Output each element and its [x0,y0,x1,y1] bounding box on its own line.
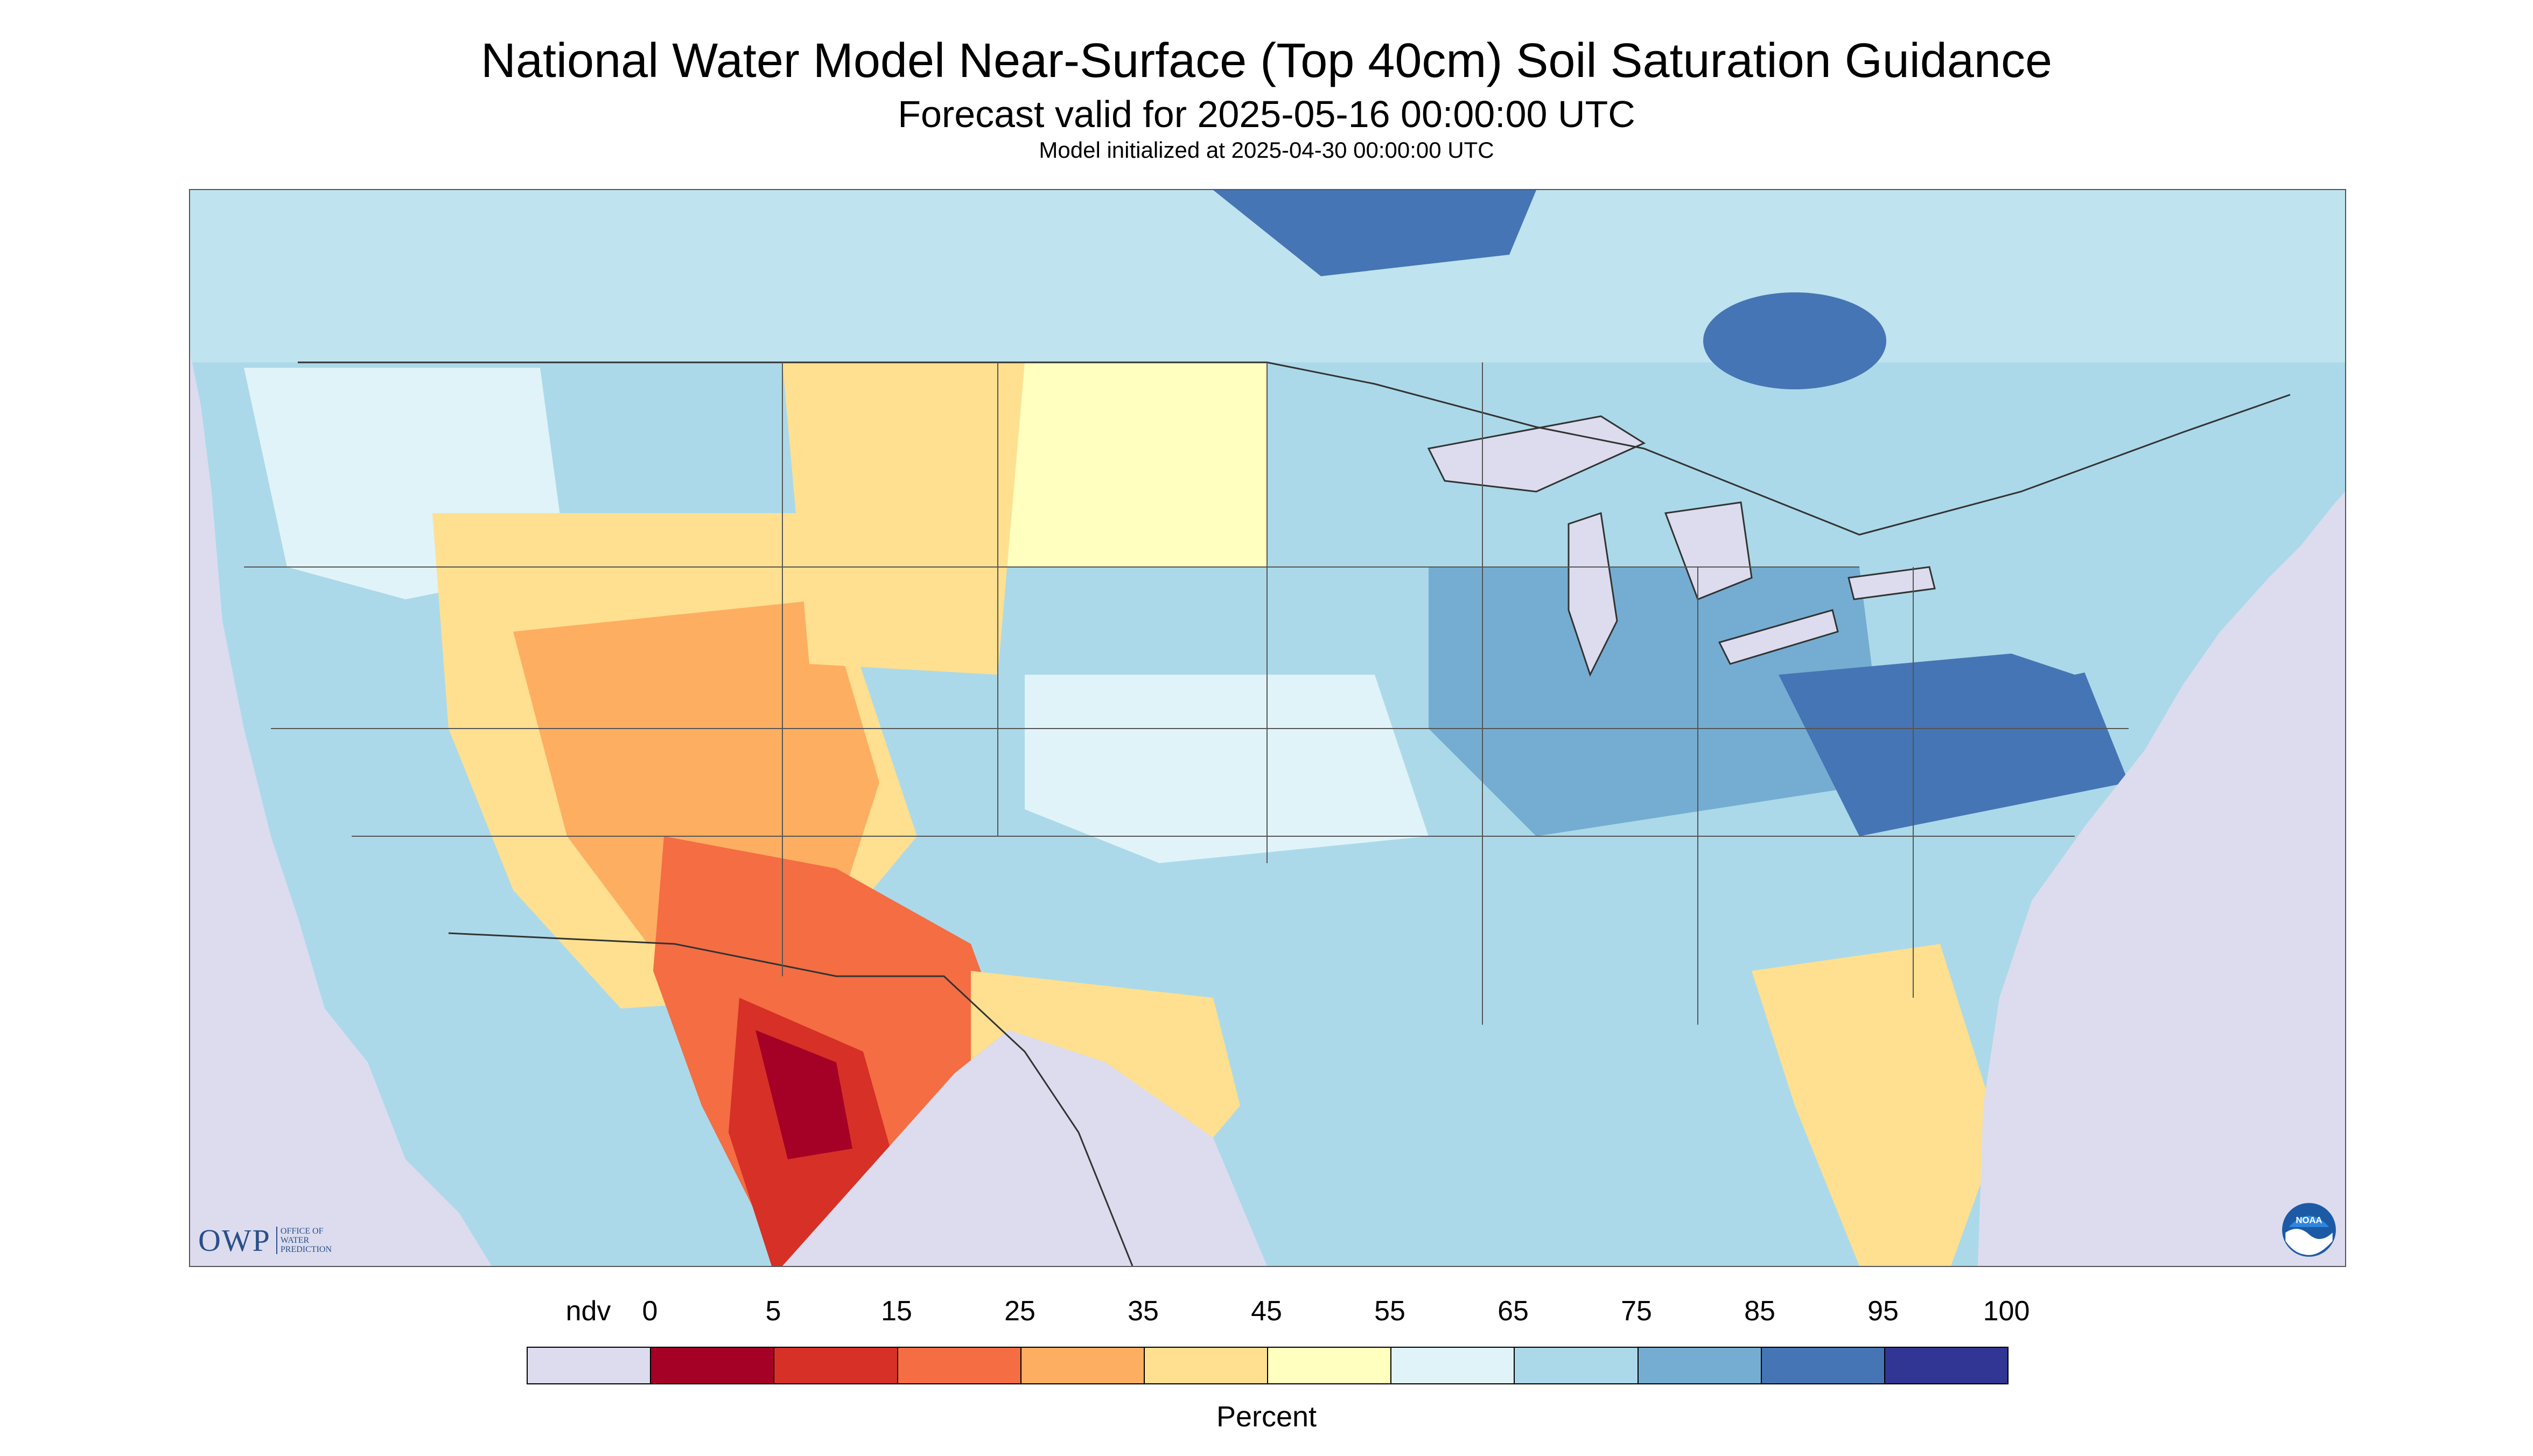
page-title: National Water Model Near-Surface (Top 4… [480,34,2052,88]
legend-tick-label: 0 [642,1296,658,1327]
owp-sub-line: Office of [280,1226,324,1236]
southern-plains [1025,675,1429,863]
owp-logo: OWP Office of Water Prediction [198,1221,332,1259]
legend-swatch [1761,1348,1885,1383]
state-lines-vertical [782,362,1914,1025]
legend-tick-label: 35 [1128,1296,1159,1327]
ohio-valley-wet [1779,648,2129,836]
forecast-valid-time: Forecast valid for 2025-05-16 00:00:00 U… [898,93,1635,135]
legend-tick-label: 5 [765,1296,781,1327]
legend-tick-label: 15 [881,1296,912,1327]
legend-swatch [1144,1348,1269,1383]
ontario-wet-zone [1703,292,1886,389]
northeast [1859,432,2317,675]
borders [244,361,2291,1266]
noaa-logo-text: NOAA [2296,1215,2322,1226]
lake-michigan [1568,512,1618,677]
map-canvas [190,190,2345,1266]
us-canada-border [298,361,2291,536]
lake-huron [1664,501,1753,600]
owp-logo-text: OWP [198,1222,271,1258]
legend-tick-label: 65 [1498,1296,1529,1327]
legend-swatch [898,1348,1021,1383]
georgia-florida [1752,944,1999,1266]
legend-tick-label: 25 [1004,1296,1035,1327]
legend-swatch [528,1348,652,1383]
legend-swatch [1268,1348,1392,1383]
model-init-time: Model initialized at 2025-04-30 00:00:00… [1039,137,1494,163]
legend-tick-label: 85 [1744,1296,1775,1327]
legend-swatch [651,1348,775,1383]
legend-swatch [1391,1348,1515,1383]
legend-swatch [774,1348,898,1383]
color-legend: ndv 0 5 15 25 35 45 55 65 75 85 95 100 [527,1295,2030,1392]
owp-sub-line: Prediction [280,1244,332,1254]
legend-swatch [1515,1348,1639,1383]
state-lines-horizontal [244,566,2129,837]
owp-sub-line: Water [280,1235,310,1245]
montana-wyoming [782,362,1025,675]
legend-swatch [1021,1348,1145,1383]
southwest-dry [513,599,879,944]
legend-tick-label: 100 [1983,1296,2030,1327]
legend-swatch [1885,1348,2008,1383]
owp-logo-subtitle: Office of Water Prediction [276,1226,332,1254]
legend-swatch [1638,1348,1762,1383]
canada-wet-zone [1213,190,1536,276]
legend-color-bar [527,1347,2009,1384]
noaa-logo: NOAA [2282,1203,2336,1257]
legend-tick-label: 75 [1621,1296,1652,1327]
legend-tick-label: 55 [1374,1296,1405,1327]
northern-plains [998,362,1267,567]
legend-tick-label: 45 [1251,1296,1282,1327]
us-mexico-border [448,932,1133,1266]
soil-saturation-map[interactable] [189,189,2346,1267]
legend-units: Percent [1216,1401,1317,1433]
sonora-driest [755,1030,852,1159]
legend-tick-label: 95 [1867,1296,1899,1327]
lake-erie [1718,609,1839,665]
legend-tick-label: ndv [565,1296,611,1327]
